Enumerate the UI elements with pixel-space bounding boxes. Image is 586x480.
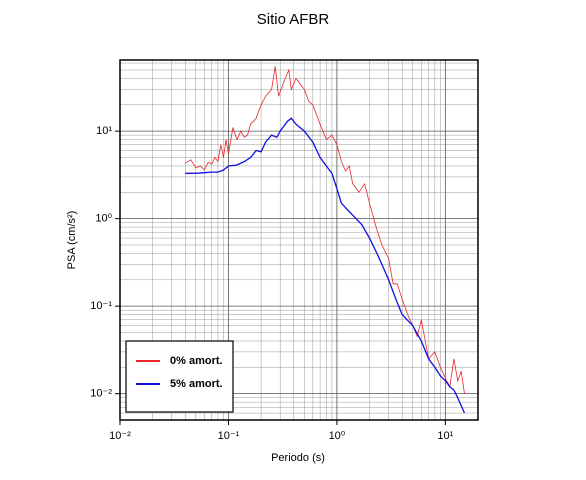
series-line	[185, 117, 466, 414]
x-tick-label: 10⁻¹	[218, 430, 240, 442]
y-tick-label: 10⁰	[95, 213, 112, 225]
x-tick-label: 10⁰	[329, 430, 346, 442]
plot-frame	[119, 59, 479, 421]
y-axis-label: PSA (cm/s²)	[66, 211, 78, 270]
x-axis-label: Periodo (s)	[271, 452, 325, 464]
x-tick-label: 10¹	[437, 430, 453, 442]
y-tick-label: 10¹	[96, 125, 112, 137]
legend-label: 0% amort.	[170, 355, 223, 367]
x-tick-label: 10⁻²	[109, 430, 131, 442]
chart-title: Sitio AFBR	[257, 11, 330, 28]
legend-box	[125, 340, 234, 413]
legend-label: 5% amort.	[170, 378, 223, 390]
y-tick-label: 10⁻²	[90, 388, 112, 400]
series-line	[185, 66, 465, 394]
y-tick-label: 10⁻¹	[90, 300, 112, 312]
